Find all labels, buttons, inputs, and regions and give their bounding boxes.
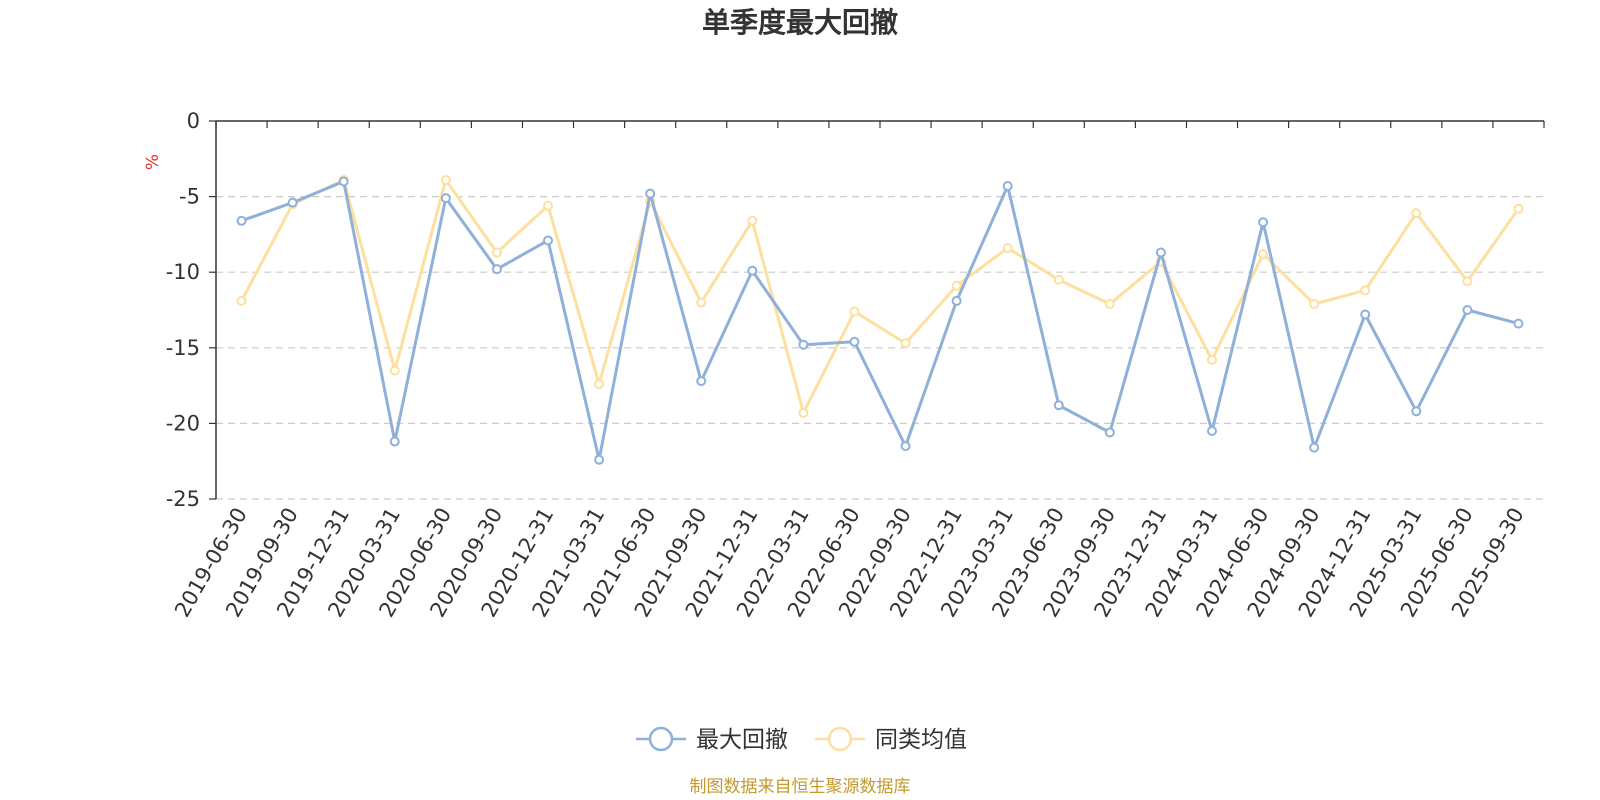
data-point <box>849 336 860 347</box>
axes <box>215 120 1544 499</box>
data-point <box>1513 318 1524 329</box>
legend[interactable]: 最大回撤 同类均值 <box>636 726 967 753</box>
data-point <box>1309 298 1320 309</box>
data-point <box>951 295 962 306</box>
data-point <box>696 297 707 308</box>
data-point <box>338 176 349 187</box>
data-point <box>798 339 809 350</box>
data-point <box>1513 203 1524 214</box>
data-point <box>491 264 502 275</box>
legend-label: 同类均值 <box>875 727 967 753</box>
data-point <box>594 379 605 390</box>
legend-marker <box>827 726 853 752</box>
data-point <box>1462 276 1473 287</box>
y-tick-label: -5 <box>179 185 200 209</box>
y-tick-label: -10 <box>166 260 200 284</box>
data-point <box>543 235 553 246</box>
data-point <box>849 306 860 317</box>
series-2 <box>236 174 1524 418</box>
y-tick-label: 0 <box>187 109 200 133</box>
data-point <box>645 188 656 199</box>
data-point <box>1258 249 1269 260</box>
y-tick-label: -25 <box>166 487 200 511</box>
data-point <box>798 407 809 418</box>
data-point <box>1155 247 1166 258</box>
data-point <box>900 338 911 349</box>
y-tick-label: -20 <box>166 411 200 435</box>
y-tick-label: -15 <box>166 336 200 360</box>
data-point <box>236 295 247 306</box>
data-point <box>1411 208 1422 219</box>
series-1 <box>236 176 1524 465</box>
legend-label: 最大回撤 <box>696 727 788 753</box>
data-point <box>389 365 400 376</box>
data-point <box>1053 274 1064 285</box>
series-line <box>240 180 1519 462</box>
data-point <box>1309 442 1320 453</box>
series-line <box>240 178 1520 415</box>
data-point <box>1462 305 1473 315</box>
data-point <box>491 247 502 258</box>
data-point <box>1002 243 1013 254</box>
data-point <box>1053 400 1064 411</box>
data-point <box>747 265 758 276</box>
data-point <box>696 376 707 387</box>
data-point <box>1258 217 1269 228</box>
chart-title: 单季度最大回撤 <box>702 6 898 39</box>
y-axis-unit: % <box>143 154 163 170</box>
data-point <box>1002 181 1013 192</box>
data-point <box>236 215 247 226</box>
y-axis-ticks: 0 -5 -10 -15 -20 -25 <box>166 109 216 511</box>
data-point <box>440 174 451 185</box>
data-source-note: 制图数据来自恒生聚源数据库 <box>690 777 911 797</box>
legend-item-1[interactable]: 最大回撤 <box>636 726 788 753</box>
data-point <box>951 280 962 291</box>
data-point <box>1360 285 1371 296</box>
data-point <box>1207 354 1217 365</box>
legend-marker <box>648 726 674 752</box>
data-point <box>1104 298 1115 309</box>
series-lines <box>236 174 1524 465</box>
data-point <box>1360 309 1371 320</box>
data-point <box>1104 427 1115 438</box>
data-point <box>594 454 605 465</box>
data-point <box>900 441 911 452</box>
data-point <box>747 215 758 226</box>
data-point <box>1207 425 1217 436</box>
legend-item-2[interactable]: 同类均值 <box>815 726 967 753</box>
data-point <box>389 436 400 447</box>
data-point <box>543 200 553 211</box>
data-point <box>1411 406 1422 417</box>
data-point <box>440 193 451 204</box>
data-point <box>287 197 298 208</box>
